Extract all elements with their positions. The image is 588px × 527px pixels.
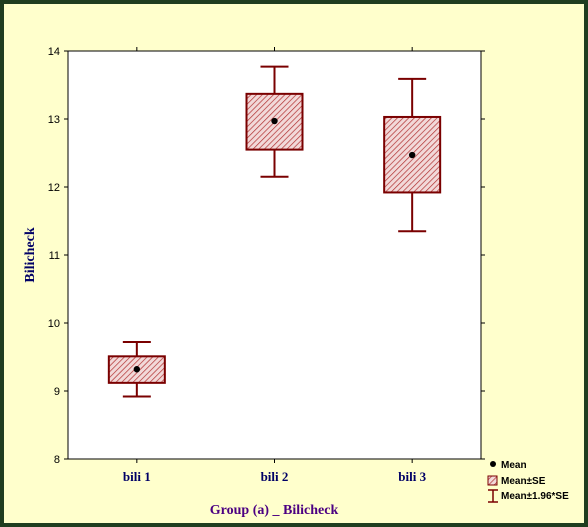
mean-point (133, 366, 141, 373)
y-tick-label: 8 (54, 454, 60, 466)
legend-se-marker (487, 475, 498, 486)
y-tick-label: 11 (49, 250, 60, 262)
mean-point (271, 117, 278, 125)
x-tick-label: bili 1 (123, 469, 151, 484)
mean-point (408, 151, 416, 159)
y-tick-label: 13 (48, 114, 60, 126)
legend-ci-marker (488, 489, 498, 503)
y-axis: 8 9 10 11 12 13 14 (48, 46, 485, 466)
x-tick-label: bili 2 (261, 469, 289, 484)
legend-ci-label: Mean±1.96*SE (501, 491, 569, 502)
legend-se-label: Mean±SE (501, 476, 546, 487)
y-axis-label: Bilicheck (23, 227, 38, 282)
box-series (107, 65, 442, 398)
legend-mean-marker (490, 461, 496, 467)
box-group-3 (383, 77, 442, 233)
x-axis: bili 1 bili 2 bili 3 (123, 47, 427, 484)
y-tick-label: 9 (54, 386, 60, 398)
x-tick-label: bili 3 (398, 469, 426, 484)
box-group-2 (245, 65, 304, 178)
box-group-1 (107, 341, 166, 398)
legend: Mean Mean±SE Mean±1.96*SE (487, 460, 569, 503)
y-tick-label: 10 (48, 318, 60, 330)
y-tick-label: 14 (48, 46, 60, 58)
x-axis-label: Group (a) _ Bilicheck (210, 503, 339, 518)
legend-mean-label: Mean (501, 460, 527, 471)
y-tick-label: 12 (48, 182, 60, 194)
